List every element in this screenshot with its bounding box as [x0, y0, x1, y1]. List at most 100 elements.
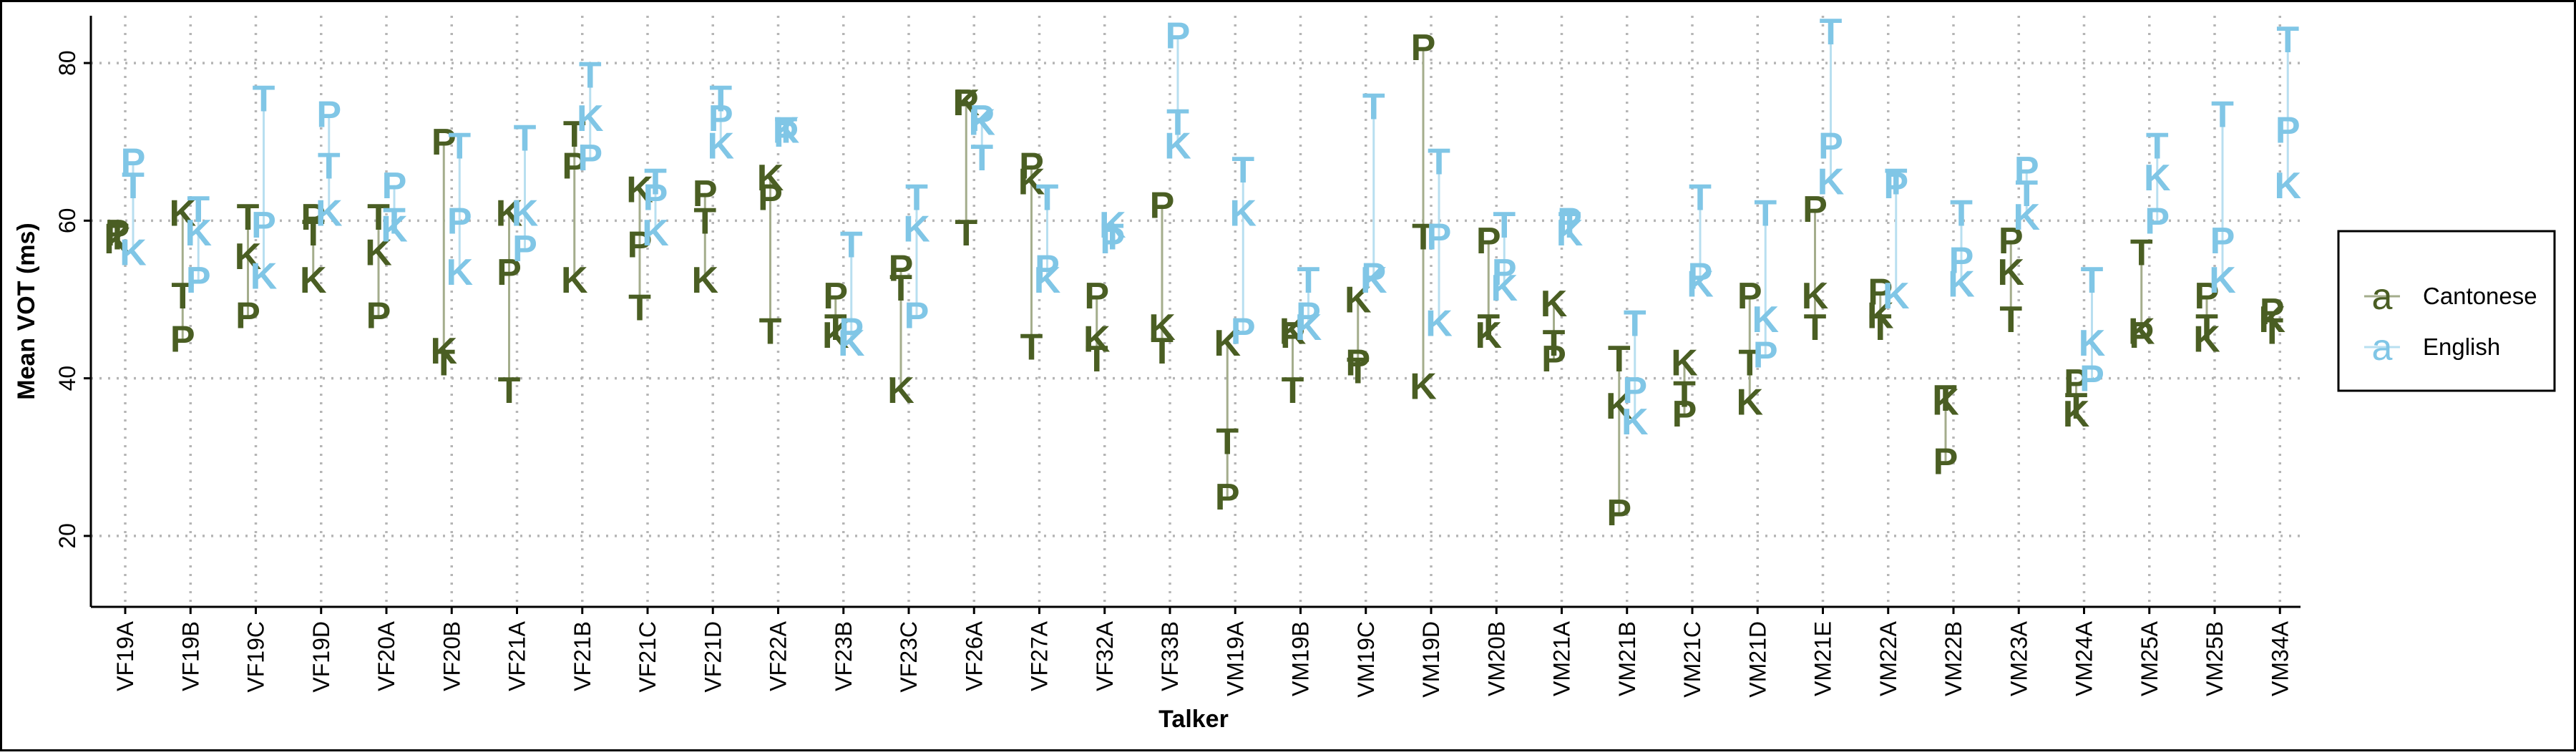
point-english-p-VM22B: P	[1949, 240, 1974, 281]
point-english-p-VM24A: P	[2079, 359, 2104, 400]
point-english-t-VF19B: T	[187, 189, 210, 230]
point-cantonese-t-VM21E: T	[1804, 307, 1827, 349]
point-cantonese-t-VF23B: T	[824, 307, 847, 349]
point-cantonese-p-VF23C: P	[889, 248, 914, 289]
x-tick-label: VM19B	[1288, 621, 1314, 696]
point-english-t-VM20B: T	[1493, 205, 1516, 246]
point-english-p-VF33B: P	[1166, 16, 1191, 57]
point-english-p-VF26A: P	[970, 98, 995, 140]
point-cantonese-p-VM23A: P	[1999, 220, 2024, 262]
point-english-t-VM21D: T	[1754, 193, 1777, 234]
x-tick-label: VF21D	[700, 621, 726, 693]
point-english-p-VM34A: P	[2275, 110, 2301, 152]
point-cantonese-p-VF21D: P	[693, 173, 718, 215]
point-cantonese-p-VF21B: P	[562, 145, 587, 187]
point-english-t-VM22A: T	[1885, 161, 1908, 203]
point-cantonese-k-VM23A: K	[1997, 252, 2024, 293]
point-english-k-VF23C: K	[903, 208, 930, 250]
point-cantonese-p-VM19B: P	[1280, 315, 1305, 356]
point-cantonese-p-VF26A: P	[954, 82, 979, 124]
point-cantonese-p-VM25B: P	[2195, 276, 2220, 317]
point-cantonese-p-VF21C: P	[628, 224, 653, 266]
axes	[89, 16, 2301, 608]
point-english-k-VF27A: K	[1034, 260, 1061, 301]
point-english-t-VM21B: T	[1624, 303, 1646, 345]
point-cantonese-p-VF27A: P	[1019, 145, 1044, 187]
point-cantonese-p-VM19C: P	[1345, 343, 1370, 384]
point-english-t-VF20B: T	[448, 126, 471, 167]
x-tick-label: VM21E	[1810, 621, 1836, 696]
point-cantonese-p-VM21B: P	[1606, 492, 1631, 534]
point-cantonese-t-VM22B: T	[1934, 378, 1957, 419]
legend-box	[2337, 230, 2556, 392]
point-english-t-VF21B: T	[579, 55, 602, 97]
point-english-k-VF20A: K	[381, 208, 408, 250]
point-cantonese-k-VM22A: K	[1867, 296, 1894, 337]
point-cantonese-k-VM34A: K	[2258, 299, 2285, 341]
point-english-k-VF22A: K	[773, 110, 800, 152]
x-tick-label: VF23B	[831, 621, 857, 691]
legend-label-english: English	[2423, 333, 2500, 360]
point-cantonese-k-VM21C: K	[1671, 343, 1698, 384]
point-cantonese-p-VF33B: P	[1150, 185, 1175, 226]
point-english-p-VF19C: P	[251, 205, 276, 246]
point-english-p-VF19B: P	[186, 260, 211, 301]
point-cantonese-p-VF32A: P	[1084, 276, 1109, 317]
point-english-t-VM21A: T	[1558, 205, 1581, 246]
point-english-p-VF23B: P	[839, 311, 864, 353]
point-english-t-VM24A: T	[2081, 260, 2104, 301]
point-cantonese-k-VF27A: K	[1018, 161, 1045, 203]
point-english-t-VF23C: T	[905, 177, 928, 218]
point-english-k-VM22B: K	[1948, 263, 1975, 305]
point-english-p-VF21A: P	[512, 228, 537, 270]
point-english-t-VF19C: T	[253, 79, 275, 120]
point-english-t-VM25A: T	[2146, 126, 2169, 167]
point-english-k-VF26A: K	[968, 102, 995, 144]
point-cantonese-p-VM34A: P	[2260, 291, 2285, 333]
x-tick-label: VF26A	[961, 620, 987, 691]
point-english-t-VF33B: T	[1166, 102, 1189, 144]
point-cantonese-t-VM21B: T	[1608, 338, 1631, 380]
point-english-k-VF23B: K	[838, 323, 865, 364]
point-english-k-VM21C: K	[1687, 263, 1714, 305]
point-cantonese-t-VF20A: T	[367, 197, 390, 238]
point-english-k-VF21B: K	[577, 98, 604, 140]
point-english-p-VM19D: P	[1427, 216, 1452, 258]
point-cantonese-k-VF32A: K	[1083, 319, 1111, 361]
point-english-k-VF32A: K	[1099, 205, 1126, 246]
point-english-t-VF20A: T	[383, 200, 406, 242]
x-tick-label: VF22A	[766, 620, 791, 691]
point-cantonese-p-VF20B: P	[431, 122, 457, 163]
point-cantonese-p-VM21A: P	[1541, 338, 1566, 380]
point-cantonese-t-VM21C: T	[1673, 374, 1696, 416]
point-cantonese-k-VM25A: K	[2128, 311, 2155, 353]
point-cantonese-t-VF23C: T	[889, 268, 912, 309]
point-english-p-VF20B: P	[447, 200, 472, 242]
point-cantonese-k-VM19A: K	[1214, 323, 1241, 364]
point-cantonese-k-VM21E: K	[1802, 276, 1829, 317]
point-english-t-VM19C: T	[1362, 87, 1385, 128]
x-tick-label: VF32A	[1092, 620, 1118, 691]
x-tick-label: VF33B	[1157, 621, 1183, 691]
point-cantonese-p-VF19D: P	[301, 197, 326, 238]
point-english-t-VM19B: T	[1297, 260, 1320, 301]
connector-lines	[116, 31, 2289, 512]
point-cantonese-t-VF21B: T	[563, 114, 586, 155]
legend-key-glyph-cantonese: a	[2372, 276, 2393, 318]
point-english-p-VM23A: P	[2014, 150, 2039, 191]
point-english-k-VM19C: K	[1360, 260, 1387, 301]
point-english-p-VM19C: P	[1361, 255, 1386, 297]
point-english-t-VF21D: T	[709, 79, 732, 120]
point-cantonese-p-VM22A: P	[1868, 271, 1893, 313]
x-tick-label: VM25A	[2137, 620, 2162, 696]
x-tick-label: VM19A	[1222, 620, 1248, 696]
point-english-k-VF33B: K	[1164, 126, 1191, 167]
point-cantonese-p-VF21A: P	[497, 252, 522, 293]
point-english-k-VF21A: K	[512, 193, 539, 234]
legend-label-cantonese: Cantonese	[2423, 283, 2537, 309]
x-tick-label: VF21A	[504, 620, 530, 691]
point-cantonese-t-VF21A: T	[498, 370, 521, 411]
point-english-p-VM21A: P	[1557, 200, 1582, 242]
